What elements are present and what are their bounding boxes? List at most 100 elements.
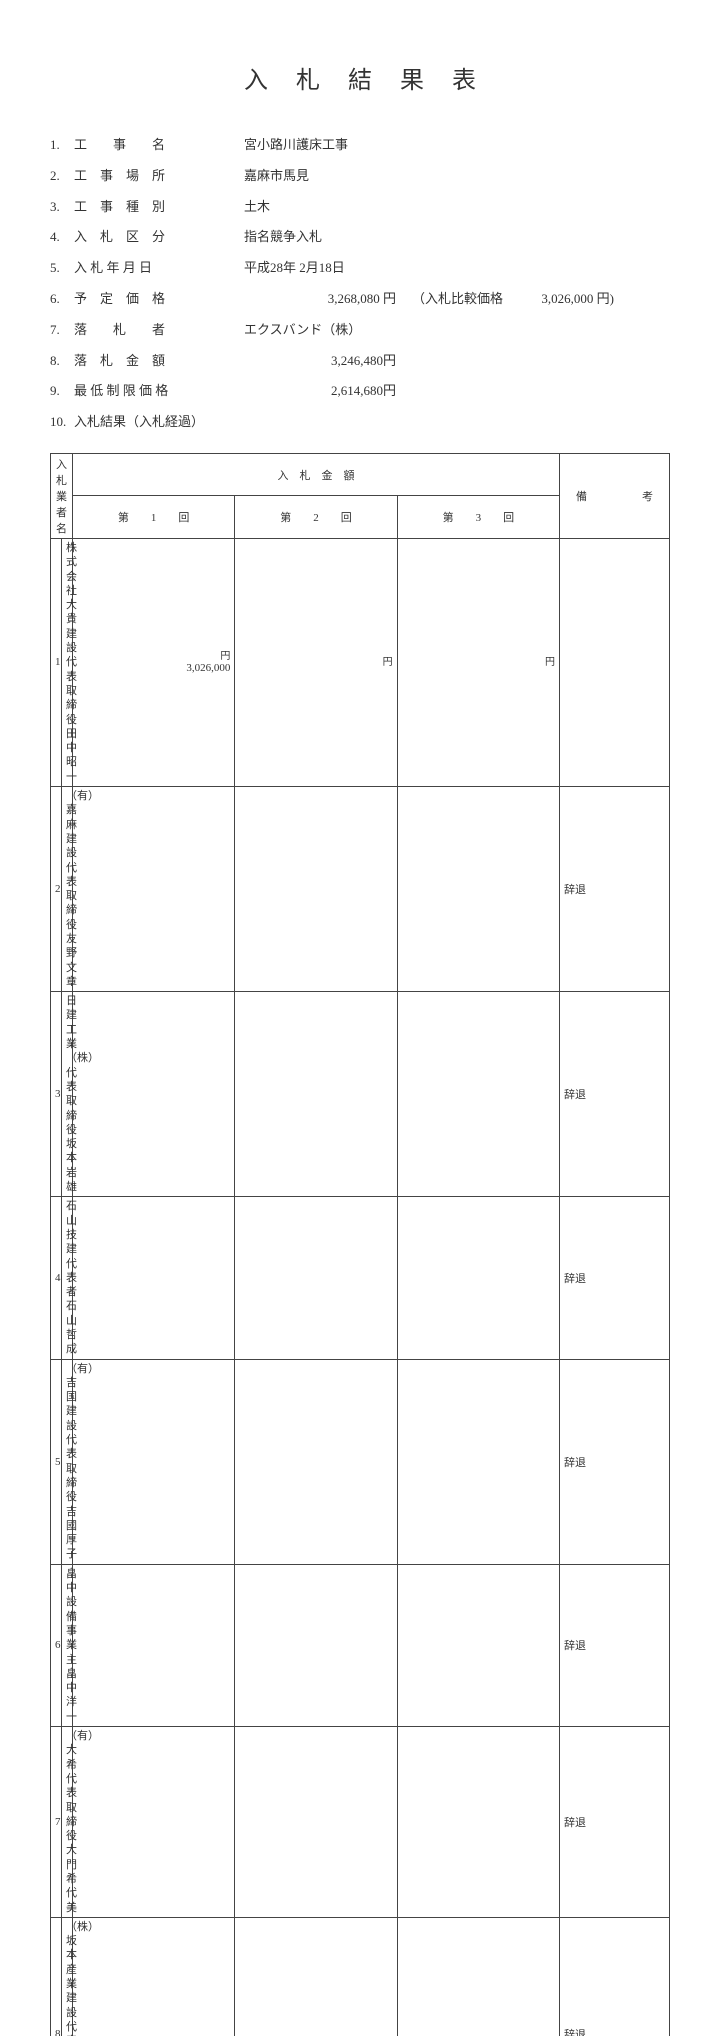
info-label: 落 札 者 xyxy=(74,320,244,341)
bid-table-body: 1株式会社 大貴建設代表取締役 田中 昭一円3,026,000円円2（有）嘉麻建… xyxy=(51,538,670,2036)
company-name: （有）吉国建設 xyxy=(66,1362,68,1433)
info-row: 7.落 札 者エクスバンド（株） xyxy=(50,320,670,341)
info-row: 3.工 事 種 別土木 xyxy=(50,197,670,218)
info-num: 7. xyxy=(50,320,74,341)
yen-mark: 円 xyxy=(402,657,555,668)
yen-mark: 円 xyxy=(77,651,230,662)
bid-amount-round3 xyxy=(397,992,559,1197)
price-value: 3,246,480円 xyxy=(244,351,404,372)
table-row: 8（株）坂本産業建設代表取締役 坂本 信子辞退 xyxy=(51,1917,670,2036)
representative: 代表者 石山 哲成 xyxy=(66,1257,68,1357)
yen-mark: 円 xyxy=(239,657,392,668)
bid-amount-round1 xyxy=(73,1197,235,1359)
representative: 代表取締役 大門 希代美 xyxy=(66,1772,68,1915)
info-num: 6. xyxy=(50,289,74,310)
hdr-bidder: 入 札 業 者 名 xyxy=(51,453,73,538)
info-num: 2. xyxy=(50,166,74,187)
document-page: 入札結果表 1.工 事 名宮小路川護床工事2.工 事 場 所嘉麻市馬見3.工 事… xyxy=(0,0,720,2036)
info-value: 宮小路川護床工事 xyxy=(244,135,670,156)
info-num: 1. xyxy=(50,135,74,156)
compare-label: （入札比較価格 xyxy=(404,289,514,310)
info-num: 9. xyxy=(50,381,74,402)
table-row: 3日建工業（株）代表取締役 坂本 岩雄辞退 xyxy=(51,992,670,1197)
table-row: 5（有）吉国建設代表取締役 吉國 厚子 辞退 xyxy=(51,1359,670,1564)
bidder-name: 株式会社 大貴建設代表取締役 田中 昭一 xyxy=(62,538,73,786)
remark: 辞退 xyxy=(560,992,670,1197)
table-row: 1株式会社 大貴建設代表取締役 田中 昭一円3,026,000円円 xyxy=(51,538,670,786)
company-name: （有）大希 xyxy=(66,1729,68,1772)
remark: 辞退 xyxy=(560,787,670,992)
table-row: 4石山技建代表者 石山 哲成辞退 xyxy=(51,1197,670,1359)
remark: 辞退 xyxy=(560,1917,670,2036)
info-row: 8.落 札 金 額3,246,480円 xyxy=(50,351,670,372)
remark xyxy=(560,538,670,786)
info-num: 4. xyxy=(50,227,74,248)
bid-amount-round3 xyxy=(397,1727,559,1918)
representative: 代表取締役 田中 昭一 xyxy=(66,655,68,784)
hdr-round1: 第 1 回 xyxy=(73,496,235,539)
bid-amount-round2 xyxy=(235,1917,397,2036)
info-value: 平成28年 2月18日 xyxy=(244,258,670,279)
info-label: 落 札 金 額 xyxy=(74,351,244,372)
bid-amount-round3 xyxy=(397,1564,559,1726)
bid-amount-round2 xyxy=(235,1197,397,1359)
info-value xyxy=(244,412,670,433)
info-label: 工 事 場 所 xyxy=(74,166,244,187)
price-value: 2,614,680円 xyxy=(244,381,404,402)
info-label: 最 低 制 限 価 格 xyxy=(74,381,244,402)
info-value: エクスバンド（株） xyxy=(244,320,670,341)
bidder-name: （有）吉国建設代表取締役 吉國 厚子 xyxy=(62,1359,73,1564)
info-value: 土木 xyxy=(244,197,670,218)
row-number: 8 xyxy=(51,1917,62,2036)
table-row: 2（有）嘉麻建設代表取締役 友野 文章辞退 xyxy=(51,787,670,992)
bid-amount-round3: 円 xyxy=(397,538,559,786)
company-name: 株式会社 大貴建設 xyxy=(66,541,68,655)
bid-amount-round1 xyxy=(73,787,235,992)
info-label: 工 事 種 別 xyxy=(74,197,244,218)
info-row: 5.入 札 年 月 日平成28年 2月18日 xyxy=(50,258,670,279)
bid-amount-round3 xyxy=(397,787,559,992)
company-name: 石山技建 xyxy=(66,1199,68,1256)
bidder-name: （有）大希代表取締役 大門 希代美 xyxy=(62,1727,73,1918)
representative: 代表取締役 坂本 岩雄 xyxy=(66,1066,68,1195)
info-row: 6.予 定 価 格3,268,080 円（入札比較価格3,026,000 円) xyxy=(50,289,670,310)
hdr-round3: 第 3 回 xyxy=(397,496,559,539)
row-number: 3 xyxy=(51,992,62,1197)
hdr-remarks: 備 考 xyxy=(560,453,670,538)
info-label: 予 定 価 格 xyxy=(74,289,244,310)
row-number: 4 xyxy=(51,1197,62,1359)
remark: 辞退 xyxy=(560,1359,670,1564)
row-number: 5 xyxy=(51,1359,62,1564)
bid-amount-round1 xyxy=(73,1564,235,1726)
page-title: 入札結果表 xyxy=(50,60,670,95)
info-num: 3. xyxy=(50,197,74,218)
row-number: 7 xyxy=(51,1727,62,1918)
bid-amount-round2 xyxy=(235,1564,397,1726)
company-name: 日建工業（株） xyxy=(66,994,68,1065)
representative: 事業主 畠中 洋一 xyxy=(66,1624,68,1724)
info-label: 工 事 名 xyxy=(74,135,244,156)
bid-amount-round2 xyxy=(235,1727,397,1918)
table-row: 6 畠中設備事業主 畠中 洋一 辞退 xyxy=(51,1564,670,1726)
info-label: 入 札 区 分 xyxy=(74,227,244,248)
company-name: 畠中設備 xyxy=(66,1567,68,1624)
bid-amount-round1 xyxy=(73,1917,235,2036)
info-value: 3,246,480円 xyxy=(244,351,670,372)
table-row: 7（有）大希代表取締役 大門 希代美辞退 xyxy=(51,1727,670,1918)
row-number: 6 xyxy=(51,1564,62,1726)
bid-amount-round2 xyxy=(235,787,397,992)
bidder-name: （有）嘉麻建設代表取締役 友野 文章 xyxy=(62,787,73,992)
remark: 辞退 xyxy=(560,1564,670,1726)
bid-amount-round1 xyxy=(73,1359,235,1564)
bidder-name: （株）坂本産業建設代表取締役 坂本 信子 xyxy=(62,1917,73,2036)
info-row: 1.工 事 名宮小路川護床工事 xyxy=(50,135,670,156)
representative: 代表取締役 坂本 信子 xyxy=(66,2020,68,2036)
company-name: （株）坂本産業建設 xyxy=(66,1920,68,2020)
bid-amount-round3 xyxy=(397,1197,559,1359)
info-num: 8. xyxy=(50,351,74,372)
row-number: 1 xyxy=(51,538,62,786)
bid-table: 入 札 業 者 名 入 札 金 額 備 考 第 1 回 第 2 回 第 3 回 … xyxy=(50,453,670,2036)
bid-amount-round3 xyxy=(397,1359,559,1564)
info-num: 10. xyxy=(50,412,74,433)
bidder-name: 日建工業（株）代表取締役 坂本 岩雄 xyxy=(62,992,73,1197)
